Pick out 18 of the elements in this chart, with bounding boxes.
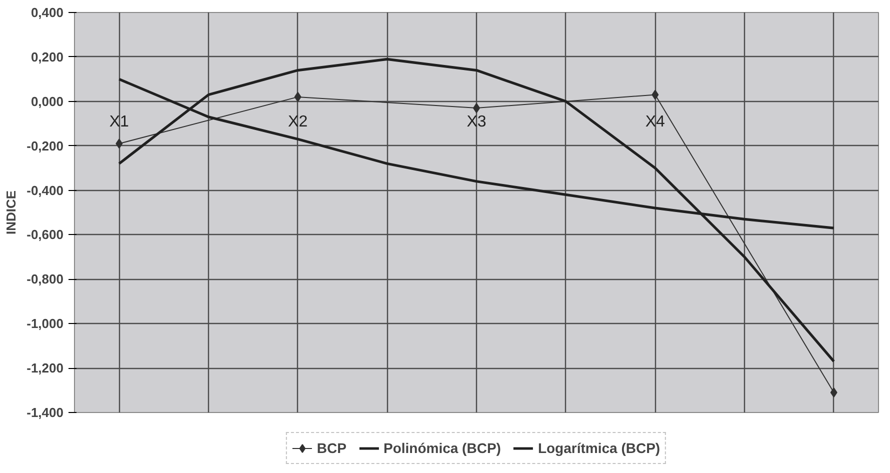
y-tick-label: 0,400 (30, 5, 64, 20)
point (652, 90, 659, 100)
y-tick-label: -0,400 (26, 182, 64, 198)
y-tick-label: 0,000 (30, 94, 64, 109)
y-tick-label: -1,200 (26, 360, 64, 376)
legend-label: Logarítmica (BCP) (538, 440, 660, 456)
y-tick-label: -0,600 (26, 227, 64, 242)
point (116, 138, 123, 149)
y-tick-label: -0,200 (26, 138, 64, 154)
y-tick-label: -1,000 (26, 316, 64, 332)
y-axis-title: INDICE (4, 190, 19, 235)
point (830, 388, 838, 398)
legend-label: BCP (316, 440, 346, 456)
y-tick-label: -1,400 (26, 405, 64, 420)
y-tick-label: -0,800 (26, 272, 64, 287)
y-tick-label: 0,200 (30, 49, 64, 64)
point (294, 92, 302, 102)
legend-label: Polinómica (BCP) (383, 440, 501, 456)
